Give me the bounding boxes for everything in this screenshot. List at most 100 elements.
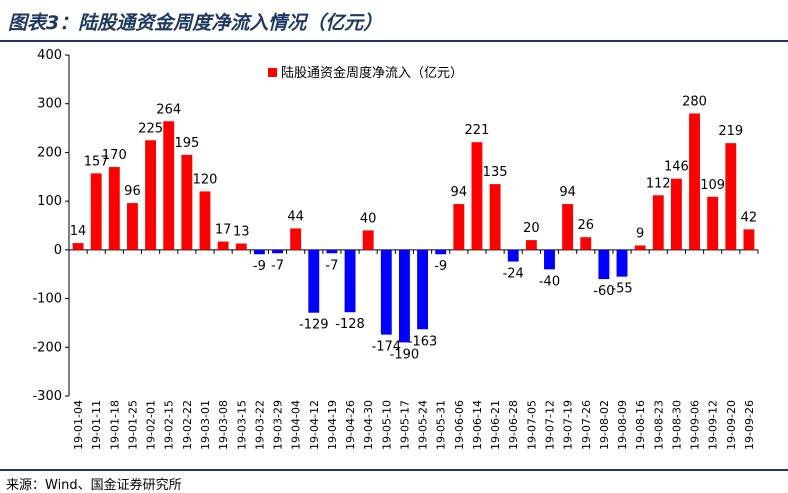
x-tick-label: 19-08-23 (652, 400, 665, 450)
data-label: 26 (577, 218, 594, 233)
bar-19-06-28 (507, 249, 519, 262)
x-tick-label: 19-01-18 (108, 400, 121, 450)
x-tick-label: 19-09-06 (689, 400, 702, 450)
bar-19-06-14 (471, 142, 483, 250)
data-label: 280 (682, 94, 707, 109)
x-tick-label: 19-04-12 (308, 400, 321, 450)
data-label: 96 (124, 184, 141, 199)
bar-19-08-16 (634, 245, 646, 250)
bar-19-06-21 (489, 184, 501, 250)
x-tick-label: 19-09-26 (743, 400, 756, 450)
bar-19-01-11 (90, 173, 102, 250)
x-tick-label: 19-05-24 (417, 400, 430, 450)
data-label: 9 (636, 226, 644, 241)
y-tick-label: 300 (37, 97, 62, 112)
x-tick-label: 19-03-08 (217, 400, 230, 450)
data-label: 109 (700, 178, 725, 193)
bar-series (72, 113, 755, 343)
bar-19-08-02 (598, 249, 610, 280)
x-tick-label: 19-03-29 (272, 400, 285, 450)
data-label: 42 (741, 210, 758, 225)
y-tick-label: 200 (37, 145, 62, 160)
x-tick-label: 19-09-20 (725, 400, 738, 450)
bar-19-03-01 (199, 191, 211, 250)
y-tick-label: 0 (54, 243, 62, 258)
bar-19-04-12 (308, 249, 320, 313)
bar-19-09-26 (743, 229, 755, 250)
bottom-rule (0, 469, 788, 471)
data-label: 44 (287, 209, 304, 224)
data-label: 225 (138, 121, 163, 136)
bar-19-09-20 (725, 143, 737, 250)
bar-19-05-17 (398, 249, 410, 343)
data-label: -24 (503, 267, 524, 282)
data-label: 170 (102, 148, 127, 163)
y-tick-label: 100 (37, 194, 62, 209)
x-tick-label: 19-08-16 (634, 400, 647, 450)
data-label: -174 (372, 340, 402, 355)
bar-19-01-04 (72, 243, 84, 250)
bar-19-03-15 (235, 243, 247, 250)
data-label: 40 (360, 211, 377, 226)
x-tick-label: 19-01-25 (126, 400, 139, 450)
data-label: 17 (215, 223, 232, 238)
bar-19-01-25 (127, 203, 138, 250)
data-label: -9 (253, 259, 266, 274)
legend: 陆股通资金周度净流入（亿元） (268, 65, 463, 81)
data-label: 112 (646, 176, 671, 191)
data-label: 219 (718, 124, 743, 139)
bar-19-02-15 (163, 121, 175, 250)
x-tick-label: 19-03-15 (235, 400, 248, 450)
bar-19-04-04 (290, 228, 302, 250)
bar-19-07-12 (544, 249, 555, 270)
data-label: -55 (611, 282, 632, 297)
x-tick-label: 19-04-04 (290, 400, 303, 450)
data-label: 195 (174, 136, 199, 151)
bar-19-09-06 (689, 113, 700, 250)
data-label: 13 (233, 225, 250, 240)
bar-19-08-30 (670, 178, 682, 250)
bar-19-05-10 (380, 249, 392, 335)
y-tick-label: -300 (32, 389, 62, 404)
data-label: 14 (70, 224, 87, 239)
x-tick-label: 19-04-30 (362, 400, 375, 450)
bar-19-04-19 (326, 249, 338, 254)
x-tick-label: 19-05-10 (380, 400, 393, 450)
bar-19-03-22 (253, 249, 265, 255)
x-tick-label: 19-04-26 (344, 400, 357, 450)
x-tick-label: 19-06-14 (471, 400, 484, 450)
x-tick-label: 19-02-01 (145, 400, 158, 450)
bar-19-04-26 (344, 249, 356, 313)
bar-19-08-09 (616, 249, 628, 277)
x-tick-label: 19-07-26 (580, 400, 593, 450)
x-tick-label: 19-08-09 (616, 400, 629, 450)
bar-19-07-26 (580, 237, 592, 250)
x-tick-label: 19-08-30 (670, 400, 683, 450)
bar-19-05-24 (417, 249, 429, 330)
x-tick-label: 19-05-31 (435, 400, 448, 450)
figure-title: 图表3：陆股通资金周度净流入情况（亿元） (8, 12, 383, 34)
data-label: -163 (408, 334, 438, 349)
bar-19-05-31 (435, 249, 447, 255)
x-tick-label: 19-07-12 (543, 400, 556, 450)
source-note: 来源：Wind、国金证券研究所 (6, 478, 182, 493)
bar-19-01-18 (108, 167, 120, 250)
x-tick-label: 19-05-17 (398, 400, 411, 450)
data-label: 135 (483, 165, 508, 180)
data-label: 94 (559, 185, 576, 200)
x-tick-label: 19-04-19 (326, 400, 339, 450)
data-label: 94 (451, 185, 468, 200)
x-tick-label: 19-03-22 (253, 400, 266, 450)
data-label: -7 (271, 258, 284, 273)
data-label: 120 (193, 172, 218, 187)
y-tick-label: -200 (32, 340, 62, 355)
bar-19-02-01 (145, 140, 157, 250)
data-label: 146 (664, 160, 689, 175)
x-tick-label: 19-07-19 (562, 400, 575, 450)
data-label: 264 (156, 102, 181, 117)
x-tick-label: 19-06-21 (489, 400, 502, 450)
legend-swatch (268, 68, 277, 77)
legend-label: 陆股通资金周度净流入（亿元） (281, 65, 463, 81)
